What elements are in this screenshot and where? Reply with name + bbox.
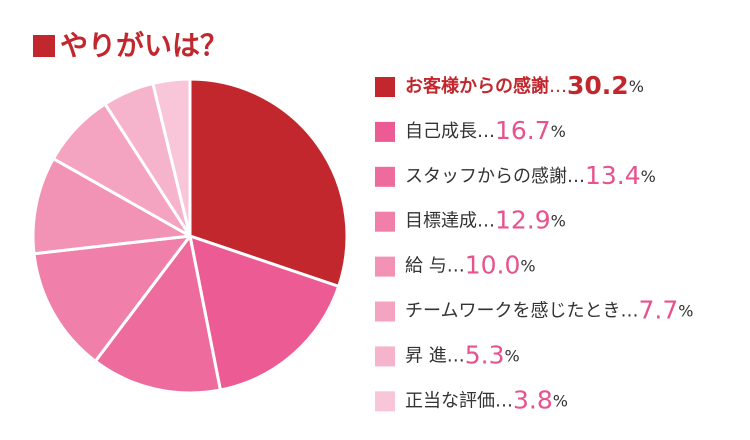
title-icon xyxy=(33,35,55,57)
legend-entry: 自己成長…16.7% xyxy=(405,116,566,145)
legend-separator: … xyxy=(477,211,495,232)
legend-label: 給 与 xyxy=(405,256,447,277)
legend-entry: スタッフからの感謝…13.4% xyxy=(405,161,656,190)
data-label-unit: % xyxy=(520,256,535,275)
legend-separator: … xyxy=(477,121,495,142)
pie-slice xyxy=(188,77,349,288)
legend-swatch xyxy=(375,77,395,97)
data-label: 12.9 xyxy=(495,206,551,235)
data-label: 16.7 xyxy=(495,116,551,145)
data-label-unit: % xyxy=(629,77,644,96)
data-label: 30.2 xyxy=(567,71,629,100)
chart-title: やりがいは？ xyxy=(60,29,228,62)
legend-separator: … xyxy=(495,390,513,411)
data-label: 13.4 xyxy=(585,161,641,190)
legend-swatch xyxy=(375,256,395,277)
legend-swatch xyxy=(375,166,395,187)
legend-swatch xyxy=(375,391,395,412)
legend-swatch xyxy=(375,346,395,367)
legend-separator: … xyxy=(567,166,585,187)
legend-separator: … xyxy=(447,256,465,277)
data-label: 5.3 xyxy=(465,340,505,369)
data-label-unit: % xyxy=(551,211,566,230)
legend-entry: 給 与…10.0% xyxy=(405,251,536,280)
pie-slice xyxy=(93,234,222,395)
legend-label: 正当な評価 xyxy=(405,390,495,411)
legend-label: お客様からの感謝 xyxy=(405,75,549,97)
data-label-unit: % xyxy=(553,391,568,410)
legend-swatch xyxy=(375,121,395,142)
data-label-unit: % xyxy=(678,301,693,320)
data-label: 7.7 xyxy=(638,296,678,325)
pie-slice xyxy=(188,234,341,392)
data-label-unit: % xyxy=(641,166,656,185)
legend-label: 自己成長 xyxy=(405,121,477,142)
legend-separator: … xyxy=(549,76,567,97)
legend-label: スタッフからの感謝 xyxy=(405,166,567,187)
legend-separator: … xyxy=(447,345,465,366)
data-label-unit: % xyxy=(505,346,520,365)
legend-label: 昇 進 xyxy=(405,345,447,366)
legend-swatch xyxy=(375,301,395,322)
data-label-unit: % xyxy=(551,121,566,140)
legend-entry: チームワークを感じたとき…7.7% xyxy=(405,296,693,325)
pie-slice xyxy=(31,157,192,256)
pie-slice xyxy=(32,234,192,363)
legend-entry: お客様からの感謝…30.2% xyxy=(405,71,644,100)
legend-entry: 正当な評価…3.8% xyxy=(405,385,568,414)
legend-swatch xyxy=(375,211,395,232)
legend-label: チームワークを感じたとき xyxy=(405,301,620,322)
legend-separator: … xyxy=(620,301,638,322)
pie-slice xyxy=(151,77,192,238)
legend-entry: 目標達成…12.9% xyxy=(405,206,566,235)
legend-entry: 昇 進…5.3% xyxy=(405,340,520,369)
data-label: 10.0 xyxy=(465,251,521,280)
data-label: 3.8 xyxy=(513,385,553,414)
legend-label: 目標達成 xyxy=(405,211,477,232)
